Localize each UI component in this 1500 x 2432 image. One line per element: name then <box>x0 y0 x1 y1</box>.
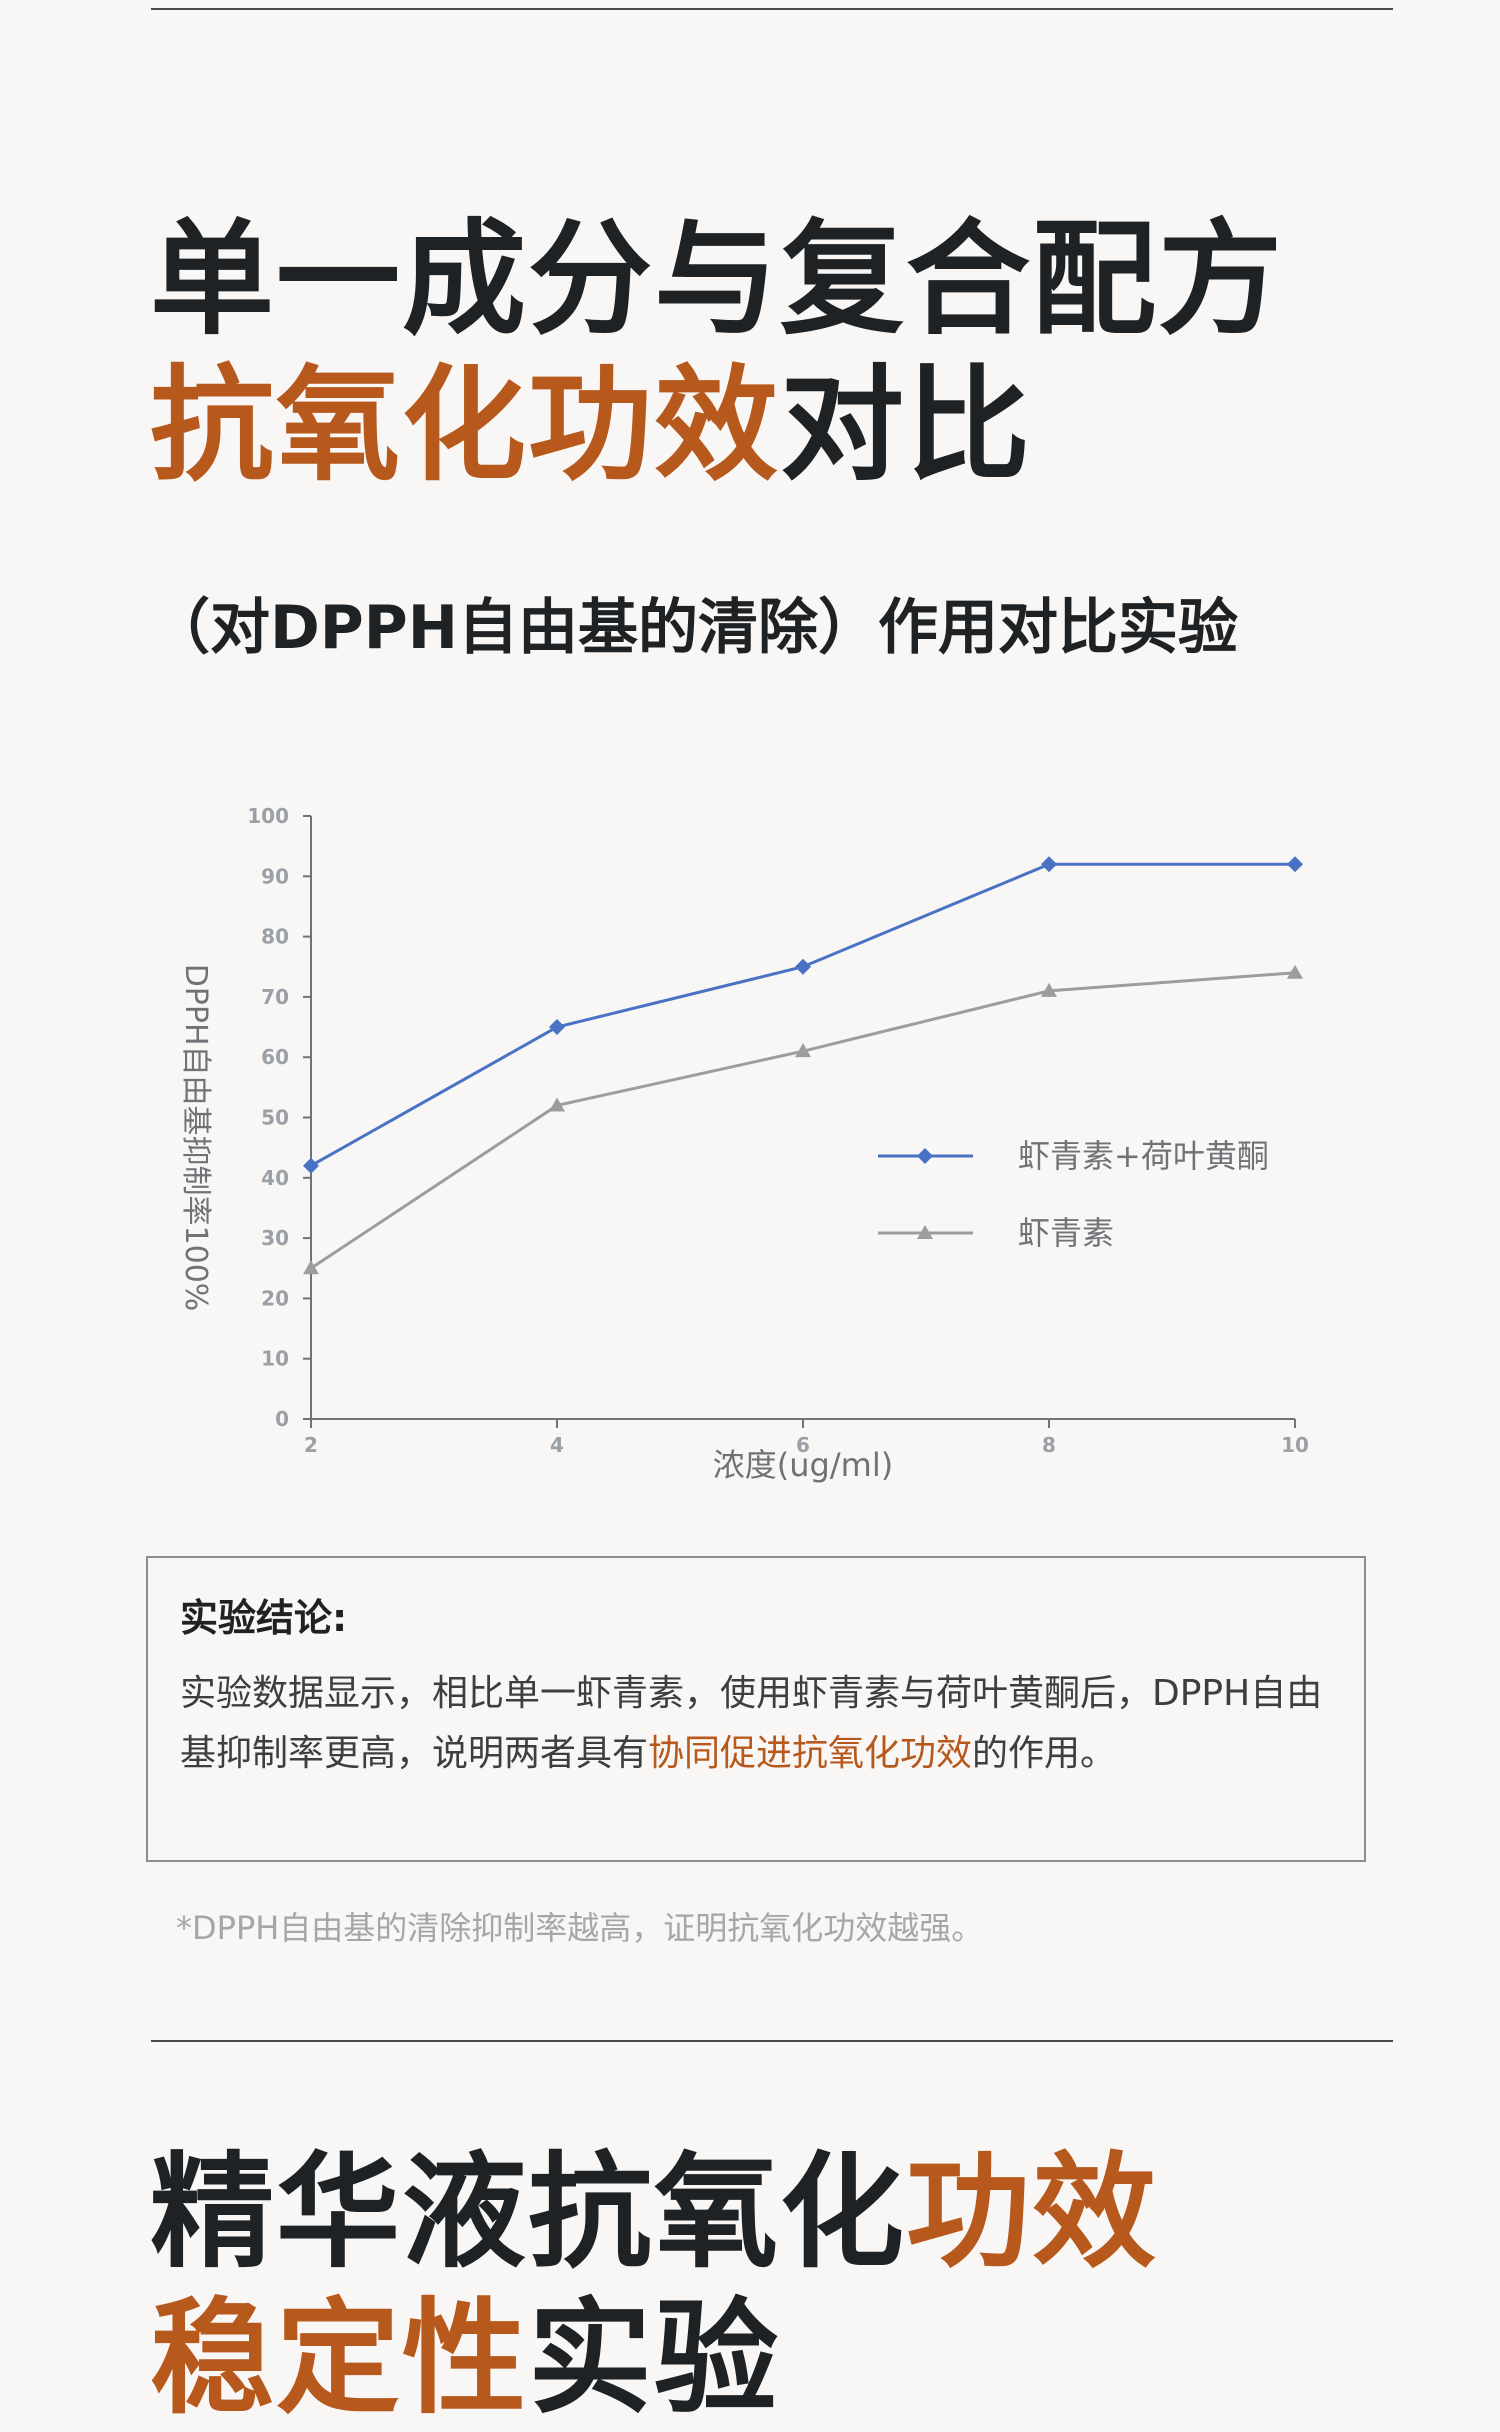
y-tick-label: 10 <box>261 1347 289 1371</box>
section-divider <box>151 2040 1393 2042</box>
next-title-line2: 稳定性实验 <box>150 2287 781 2431</box>
conclusion-highlight: 协同促进抗氧化功效 <box>648 1733 973 1774</box>
x-axis-title: 浓度(ug/ml) <box>713 1446 893 1484</box>
conclusion-box: 实验结论: 实验数据显示，相比单一虾青素，使用虾青素与荷叶黄酮后，DPPH自由基… <box>146 1556 1366 1862</box>
x-tick-label: 2 <box>304 1433 318 1457</box>
top-divider <box>151 8 1393 10</box>
y-axis-title: DPPH自由基抑制率100% <box>178 964 213 1312</box>
data-point <box>1041 982 1057 997</box>
y-tick-label: 40 <box>261 1166 289 1190</box>
x-tick-label: 8 <box>1042 1433 1056 1457</box>
data-point <box>549 1019 565 1036</box>
series-line <box>310 971 1296 1270</box>
data-point <box>303 1260 319 1275</box>
data-point <box>303 1157 319 1174</box>
data-point <box>549 1097 565 1112</box>
data-point <box>1287 856 1303 873</box>
legend-marker <box>917 1148 933 1164</box>
y-tick-label: 80 <box>261 925 289 949</box>
y-tick-label: 70 <box>261 985 289 1009</box>
conclusion-text: 实验数据显示，相比单一虾青素，使用虾青素与荷叶黄酮后，DPPH自由基抑制率更高，… <box>180 1673 1323 1774</box>
y-tick-label: 0 <box>275 1407 289 1431</box>
title-accent: 抗氧化功效 <box>150 354 781 498</box>
y-tick-label: 60 <box>261 1045 289 1069</box>
data-point <box>795 958 811 975</box>
experiment-subtitle: （对DPPH自由基的清除）作用对比实验 <box>150 593 1238 663</box>
x-tick-label: 4 <box>550 1433 564 1457</box>
data-point <box>1287 964 1303 979</box>
data-point <box>795 1043 811 1058</box>
dpph-line-chart: 0 10 20 30 40 50 60 70 80 90 100 2 4 6 8 10 浓度(ug/ml) DPP… <box>178 804 1309 1484</box>
legend-label: 虾青素 <box>1018 1214 1114 1252</box>
main-title-line1: 单一成分与复合配方 <box>150 208 1285 352</box>
series-line <box>310 862 1295 1168</box>
main-title-line2: 抗氧化功效对比 <box>150 354 1033 498</box>
legend-marker <box>917 1225 933 1239</box>
next-title-line1: 精华液抗氧化功效 <box>150 2141 1159 2285</box>
y-tick-label: 50 <box>261 1106 289 1130</box>
data-point <box>1041 856 1057 873</box>
x-tick-label: 10 <box>1281 1433 1309 1457</box>
y-tick-label: 90 <box>261 864 289 888</box>
y-tick-label: 30 <box>261 1226 289 1250</box>
footnote: *DPPH自由基的清除抑制率越高，证明抗氧化功效越强。 <box>176 1909 984 1947</box>
y-tick-label: 20 <box>261 1286 289 1310</box>
x-tick-label: 6 <box>796 1433 810 1457</box>
conclusion-title: 实验结论: <box>180 1596 348 1640</box>
y-tick-label: 100 <box>247 804 289 828</box>
legend-label: 虾青素+荷叶黄酮 <box>1018 1137 1269 1175</box>
